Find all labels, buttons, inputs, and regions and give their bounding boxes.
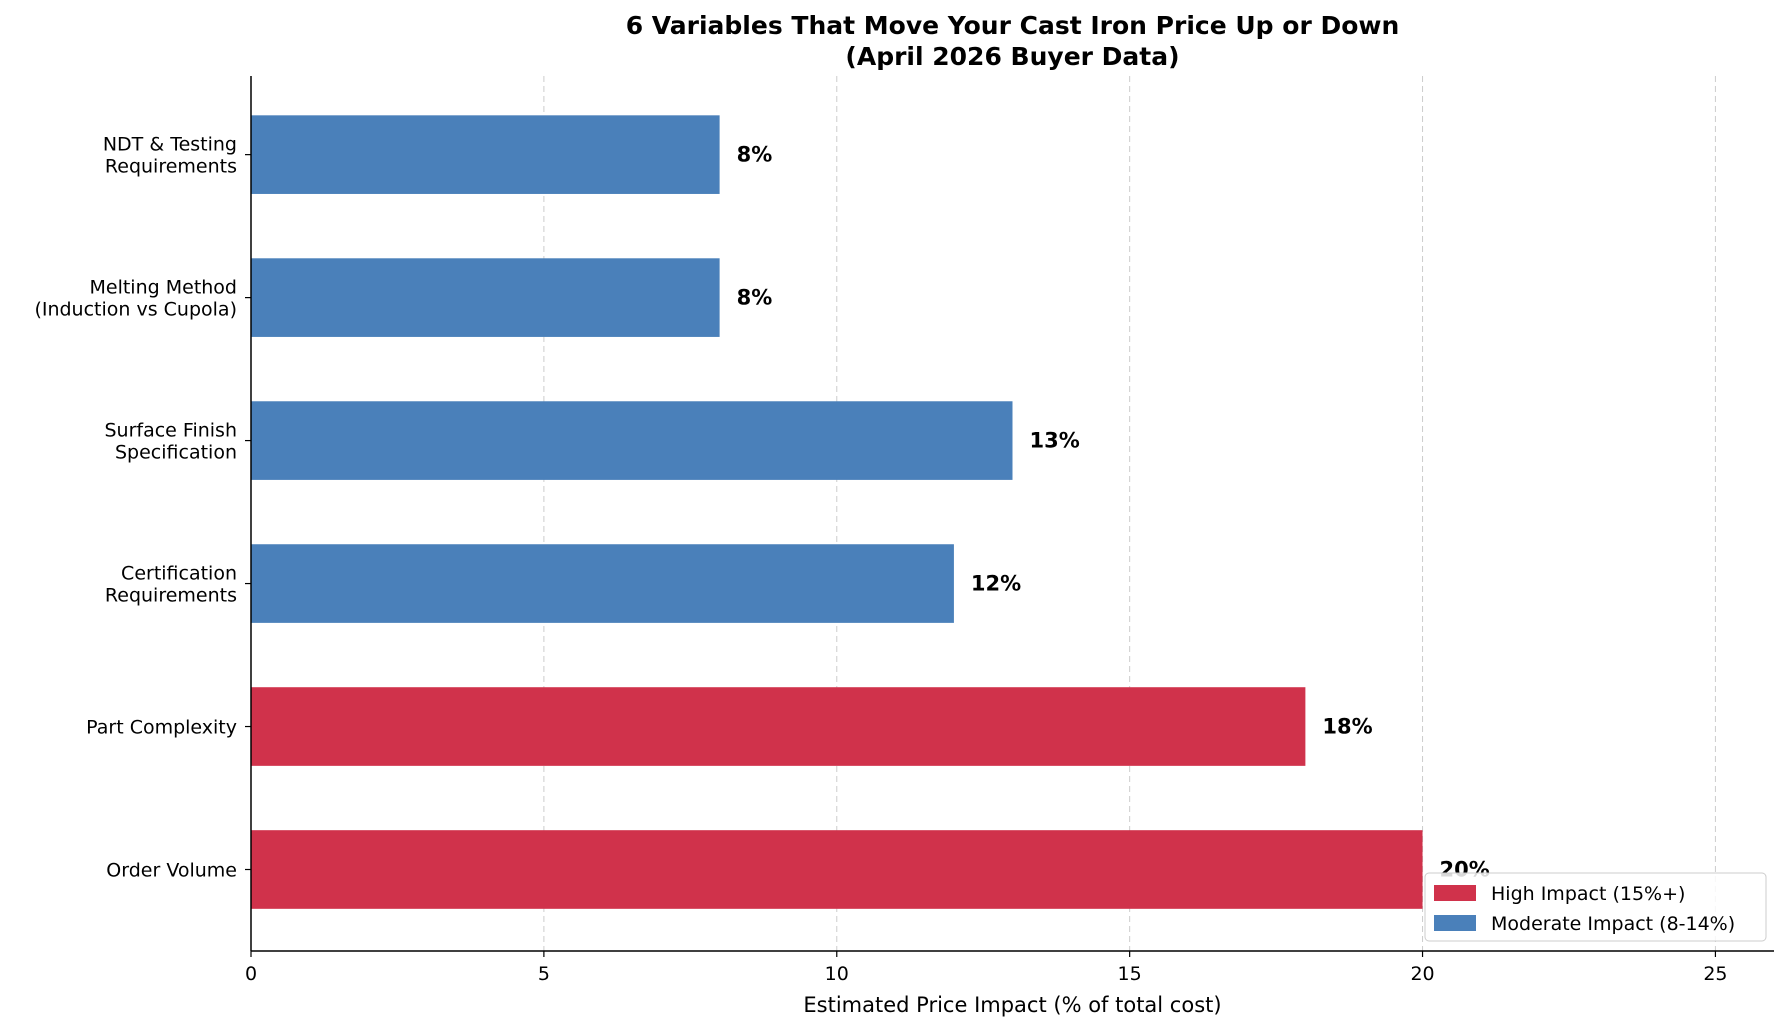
bar	[251, 115, 720, 194]
category-label: Part Complexity	[86, 717, 237, 739]
category-label: Order Volume	[106, 860, 237, 882]
x-tick-label: 25	[1703, 963, 1727, 985]
bar-value-label: 8%	[737, 286, 773, 310]
x-tick-label: 5	[538, 963, 550, 985]
legend-label: Moderate Impact (8-14%)	[1491, 913, 1735, 935]
category-label: Surface Finish Specification	[104, 420, 237, 464]
x-axis-ticks: 0 5 10 15 20 25	[245, 951, 1728, 985]
x-tick-label: 20	[1410, 963, 1434, 985]
chart-title-line-1: 6 Variables That Move Your Cast Iron Pri…	[626, 11, 1400, 40]
y-axis-category-labels: NDT & Testing Requirements Melting Method(…	[34, 134, 251, 882]
bar-value-label: 18%	[1322, 715, 1372, 739]
bars	[251, 115, 1423, 909]
grid-lines	[543, 76, 1716, 951]
bar	[251, 258, 720, 337]
x-axis-label: Estimated Price Impact (% of total cost)	[803, 993, 1221, 1017]
x-tick-label: 10	[825, 963, 849, 985]
bar	[251, 401, 1013, 480]
legend-swatch	[1434, 885, 1476, 901]
chart-title-line-2: (April 2026 Buyer Data)	[845, 42, 1179, 71]
legend-swatch	[1434, 915, 1476, 931]
bar-value-label: 13%	[1030, 429, 1080, 453]
data-labels: 8%8%13%12%18%20%	[737, 143, 1490, 882]
category-label: NDT & Testing Requirements	[103, 134, 237, 178]
legend: High Impact (15%+) Moderate Impact (8-14%…	[1424, 872, 1767, 942]
axes	[250, 76, 1774, 952]
legend-label: High Impact (15%+)	[1491, 883, 1685, 905]
category-label: Melting Method (Induction vs Cupola)	[34, 277, 237, 321]
legend-box	[1424, 872, 1767, 942]
bar	[251, 830, 1423, 909]
category-label: Certification Requirements	[105, 563, 237, 607]
chart-title: 6 Variables That Move Your Cast Iron Pri…	[626, 11, 1400, 71]
bar-value-label: 8%	[737, 143, 773, 167]
bar-value-label: 12%	[971, 572, 1021, 596]
x-tick-label: 0	[245, 963, 257, 985]
bar	[251, 687, 1306, 766]
bar	[251, 544, 954, 623]
x-tick-label: 15	[1118, 963, 1142, 985]
